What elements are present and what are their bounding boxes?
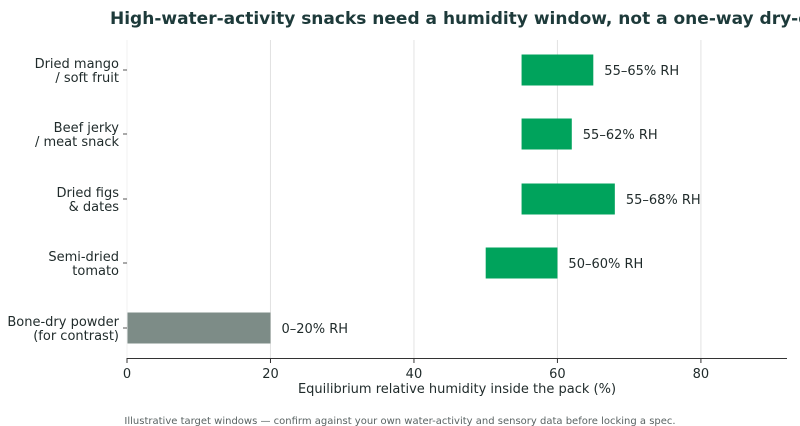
range-value-label: 55–68% RH — [626, 193, 701, 208]
x-axis: 0 20 40 60 80 — [123, 40, 787, 382]
category-label: Semi-dried tomato — [48, 250, 119, 279]
category-label: Dried mango / soft fruit — [35, 57, 119, 86]
range-value-label: 55–65% RH — [604, 64, 679, 79]
range-bars — [127, 54, 615, 344]
x-tick-label: 80 — [693, 367, 710, 382]
category-label: Beef jerky / meat snack — [35, 121, 119, 150]
x-tick-label: 40 — [406, 367, 423, 382]
chart-title: High-water-activity snacks need a humidi… — [110, 9, 800, 29]
range-bar — [485, 247, 558, 279]
category-labels: 55–65% RH Dried mango / soft fruit 55–62% R… — [7, 57, 700, 344]
category-label: Bone-dry powder (for contrast) — [7, 315, 119, 344]
x-tick-label: 60 — [549, 367, 566, 382]
x-tick-label: 0 — [123, 367, 131, 382]
range-bar — [521, 118, 572, 150]
range-bar — [127, 312, 271, 344]
range-value-label: 0–20% RH — [281, 322, 348, 337]
x-tick-label: 20 — [262, 367, 279, 382]
range-value-label: 55–62% RH — [583, 128, 658, 143]
x-axis-label: Equilibrium relative humidity inside the… — [298, 382, 616, 397]
range-bar — [521, 54, 594, 86]
footnote: Illustrative target windows — confirm ag… — [124, 416, 675, 426]
range-bar — [521, 183, 615, 215]
range-value-label: 50–60% RH — [568, 257, 643, 272]
category-label: Dried figs & dates — [56, 186, 119, 215]
